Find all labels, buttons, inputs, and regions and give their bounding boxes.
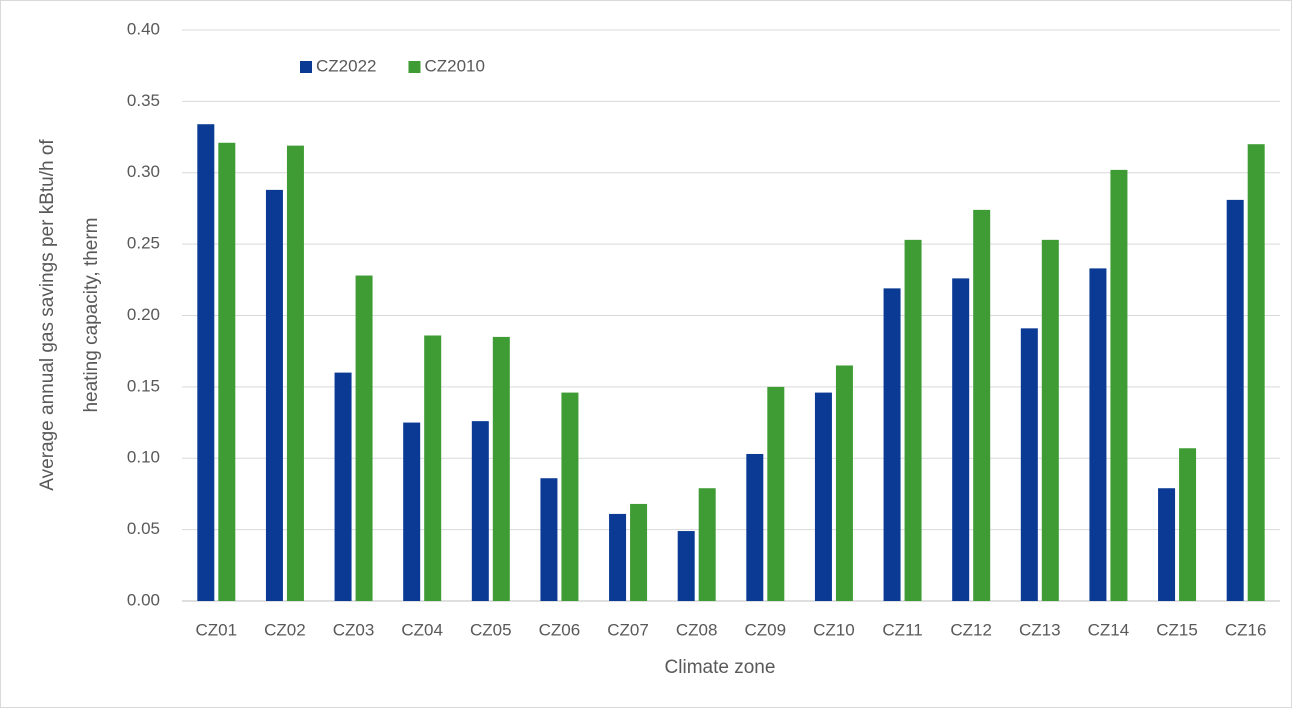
legend-swatch: [300, 61, 312, 73]
bar: [540, 478, 558, 601]
bar: [1110, 169, 1128, 601]
x-tick-label: CZ03: [333, 620, 375, 639]
x-tick-label: CZ10: [813, 620, 855, 639]
x-tick-label: CZ09: [745, 620, 787, 639]
bar: [630, 503, 648, 601]
bar: [814, 392, 832, 601]
bar: [1020, 328, 1038, 601]
legend-label: CZ2022: [316, 56, 376, 75]
x-tick-label: CZ05: [470, 620, 512, 639]
x-tick-label: CZ07: [607, 620, 649, 639]
y-tick-label: 0.20: [127, 305, 160, 324]
y-axis-label: heating capacity, therm: [81, 217, 102, 412]
y-tick-label: 0.00: [127, 590, 160, 609]
bar: [471, 421, 489, 601]
bar: [767, 386, 785, 601]
y-tick-label: 0.35: [127, 91, 160, 110]
y-tick-label: 0.05: [127, 519, 160, 538]
bar: [334, 372, 352, 601]
bar: [677, 531, 695, 601]
x-tick-label: CZ11: [882, 620, 922, 639]
x-tick-label: CZ04: [401, 620, 443, 639]
bar: [698, 488, 716, 601]
bar: [1041, 239, 1059, 601]
bar: [952, 278, 970, 601]
x-tick-label: CZ02: [264, 620, 306, 639]
x-tick-label: CZ16: [1225, 620, 1267, 639]
bar: [835, 365, 853, 601]
x-tick-label: CZ13: [1019, 620, 1061, 639]
bar: [973, 209, 991, 602]
bar: [1089, 268, 1107, 601]
bar: [609, 513, 627, 601]
y-tick-label: 0.30: [127, 162, 160, 181]
bar: [403, 422, 421, 601]
bar: [355, 275, 373, 601]
x-tick-label: CZ06: [539, 620, 581, 639]
bar: [1158, 488, 1176, 601]
bar: [492, 336, 510, 601]
bar: [424, 335, 442, 601]
bar: [1226, 199, 1244, 601]
x-tick-label: CZ08: [676, 620, 718, 639]
x-tick-label: CZ01: [196, 620, 238, 639]
legend-swatch: [408, 61, 421, 73]
y-tick-label: 0.25: [127, 234, 160, 253]
y-tick-label: 0.10: [127, 448, 160, 467]
bar: [1179, 448, 1197, 601]
bar: [904, 239, 922, 601]
bar: [1247, 144, 1265, 601]
bar: [286, 145, 304, 601]
x-axis-label: Climate zone: [665, 657, 776, 678]
bar: [218, 142, 236, 601]
bar: [883, 288, 901, 601]
bar: [197, 124, 215, 601]
y-axis-label: Average annual gas savings per kBtu/h of: [37, 139, 58, 491]
y-tick-label: 0.15: [127, 376, 160, 395]
bar: [561, 392, 579, 601]
x-tick-label: CZ15: [1156, 620, 1198, 639]
bar: [265, 189, 283, 601]
legend-label: CZ2010: [424, 56, 484, 75]
x-tick-label: CZ14: [1088, 620, 1130, 639]
bar: [746, 453, 764, 601]
x-tick-label: CZ12: [950, 620, 992, 639]
y-tick-label: 0.40: [127, 19, 160, 38]
